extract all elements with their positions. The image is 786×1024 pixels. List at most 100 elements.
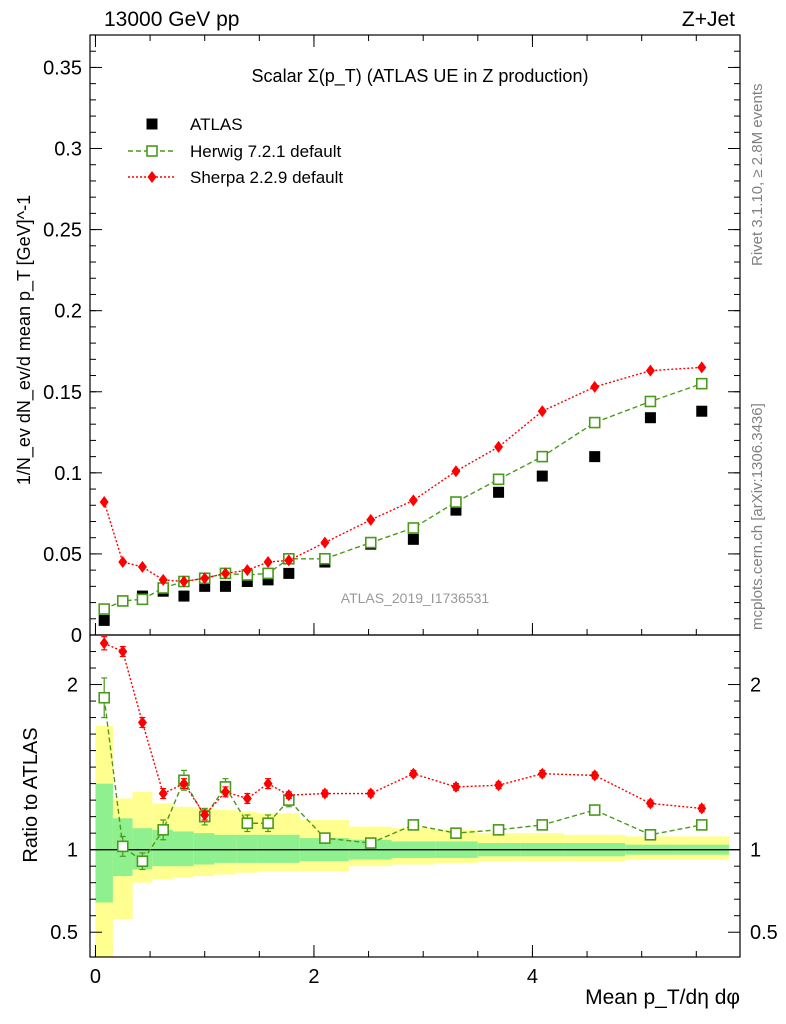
herwig-point: [695, 377, 708, 390]
ratio-y-axis-label: Ratio to ATLAS: [20, 727, 42, 862]
main-y-tick-label: 0.35: [43, 57, 82, 79]
uncertainty-band-inner: [257, 834, 300, 863]
herwig-point: [407, 522, 420, 534]
sherpa-point: [137, 560, 147, 573]
uncertainty-band-inner: [193, 833, 215, 865]
main-y-tick-label: 0.25: [43, 220, 82, 242]
sherpa-point: [494, 440, 504, 453]
herwig-point: [450, 496, 462, 508]
atlas-data-point: [283, 567, 295, 579]
sherpa-ratio-point: [158, 787, 168, 800]
uncertainty-band-inner: [236, 834, 258, 863]
herwig-ratio-point: [364, 837, 377, 849]
sherpa-ratio-point: [451, 780, 461, 793]
atlas-legend-marker: [146, 118, 158, 130]
ratio-panel: 0.5 0.5 1 1 2 2 0 2 4 Ratio to ATLAS Mean p_T/dη…: [20, 634, 778, 1009]
herwig-ratio-point: [644, 829, 657, 841]
herwig-ratio-point: [407, 819, 420, 831]
sherpa-point: [200, 572, 210, 585]
sherpa-ratio-point: [284, 789, 294, 802]
legend-label-herwig: Herwig 7.2.1 default: [190, 142, 341, 161]
herwig-ratio-point: [241, 817, 254, 830]
herwig-ratio-point: [450, 827, 462, 839]
atlas-data-point: [450, 504, 462, 516]
atlas-data-point: [644, 412, 656, 424]
sherpa-point: [366, 513, 376, 526]
herwig-point: [116, 595, 129, 607]
x-tick-label: 0: [90, 966, 101, 988]
herwig-ratio-point: [492, 824, 505, 836]
ratio-y-tick-label-right: 2: [750, 675, 761, 697]
herwig-point: [492, 473, 505, 486]
atlas-data-point: [407, 533, 419, 545]
sherpa-main-line: [103, 366, 702, 583]
sherpa-ratio-point: [590, 769, 600, 782]
sherpa-ratio-point: [697, 802, 707, 815]
x-tick-label: 4: [527, 966, 538, 988]
sherpa-point: [408, 494, 418, 507]
herwig-point: [644, 395, 657, 408]
sherpa-legend-marker: [147, 171, 157, 183]
herwig-ratio-point: [157, 824, 169, 836]
sherpa-point: [179, 575, 189, 588]
sherpa-ratio-point: [537, 767, 547, 780]
herwig-point: [262, 567, 274, 580]
herwig-ratio-point: [695, 819, 708, 831]
ratio-y-tick-label-right: 0.5: [750, 922, 778, 944]
herwig-ratio-point: [588, 804, 601, 816]
uncertainty-band-inner: [214, 834, 237, 863]
herwig-point: [98, 603, 111, 615]
herwig-point: [136, 593, 149, 606]
sherpa-ratio-point: [366, 787, 376, 800]
herwig-point: [319, 552, 331, 565]
main-y-tick-label: 0.3: [54, 139, 82, 161]
x-axis-label: Mean p_T/dη dφ: [585, 986, 740, 1009]
herwig-ratio-point: [536, 819, 549, 831]
main-y-tick-label: 0.2: [54, 301, 82, 323]
sherpa-point: [263, 556, 273, 569]
sherpa-ratio-point: [645, 797, 655, 810]
herwig-ratio-point: [136, 855, 149, 868]
atlas-data-point: [589, 451, 601, 463]
sherpa-ratio-point: [137, 716, 147, 729]
ratio-y-tick-label: 1: [67, 840, 78, 862]
sherpa-ratio-point: [263, 777, 273, 790]
sherpa-point: [697, 361, 707, 374]
main-panel-frame: [89, 34, 741, 636]
sherpa-ratio-point: [320, 787, 330, 800]
atlas-data-point: [696, 405, 708, 417]
x-tick-label: 2: [308, 966, 319, 988]
main-y-tick-label: 0.05: [43, 544, 82, 566]
atlas-data-point: [536, 470, 548, 482]
herwig-main-line: [103, 382, 702, 610]
sherpa-point: [320, 536, 330, 549]
main-y-tick-label: 0: [71, 625, 82, 647]
sherpa-point: [118, 556, 128, 569]
sherpa-point: [537, 405, 547, 418]
sherpa-point: [590, 380, 600, 393]
ratio-y-tick-label-right: 1: [750, 840, 761, 862]
legend-label-sherpa: Sherpa 2.2.9 default: [190, 168, 343, 187]
main-y-tick-label: 0.1: [54, 463, 82, 485]
mcplots-label: mcplots.cern.ch [arXiv:1306.3436]: [749, 403, 766, 630]
herwig-ratio-point: [116, 840, 129, 853]
sherpa-point: [242, 564, 252, 577]
atlas-data-point: [219, 580, 231, 592]
atlas-data-point: [98, 614, 110, 626]
sherpa-ratio-line: [103, 642, 702, 817]
herwig-point: [536, 450, 549, 463]
sherpa-ratio-point: [220, 785, 230, 798]
atlas-data-point: [262, 574, 274, 586]
herwig-ratio-point: [98, 691, 111, 704]
watermark-label: ATLAS_2019_I1736531: [341, 590, 490, 606]
main-y-tick-label: 0.15: [43, 382, 82, 404]
sherpa-ratio-point: [99, 637, 109, 650]
sherpa-ratio-point: [200, 808, 210, 821]
ratio-y-tick-label: 2: [67, 675, 78, 697]
collision-label: 13000 GeV pp: [104, 8, 239, 31]
sherpa-point: [451, 465, 461, 478]
atlas-data-point: [178, 590, 190, 602]
sherpa-ratio-point: [118, 645, 128, 658]
sherpa-point: [645, 364, 655, 377]
